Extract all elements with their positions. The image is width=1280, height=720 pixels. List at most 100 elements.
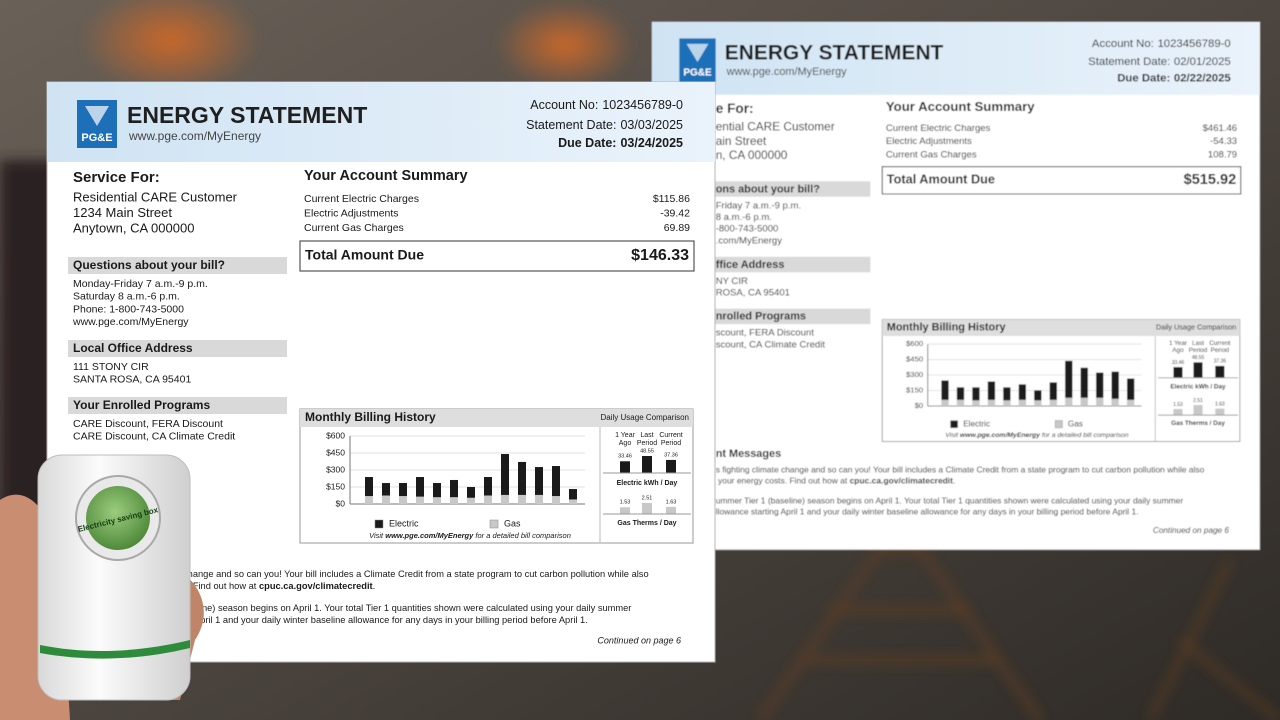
text-segment: change and so can you! Your bill include…	[183, 569, 649, 579]
text-segment: .	[373, 581, 376, 591]
chart-title: Monthly Billing History	[887, 322, 1006, 334]
daily-title: Daily Usage Comparison	[1156, 323, 1236, 332]
daily-value: 2.51	[1193, 398, 1203, 404]
bar-gas	[1049, 399, 1057, 407]
bar-gas	[1111, 398, 1119, 407]
section-line: Monday-Friday 7 a.m.-9 p.m.	[73, 278, 208, 290]
text-segment: s fighting climate change and so can you…	[716, 465, 1205, 475]
text-segment: llowance starting April 1 and your daily…	[716, 507, 1139, 517]
bar-electric	[399, 483, 407, 497]
section-line: ROSA, CA 95401	[716, 288, 790, 299]
bar-gas	[467, 497, 475, 504]
bar-gas	[1080, 397, 1088, 407]
summary-value: $115.86	[653, 193, 690, 205]
daily-bar	[1193, 362, 1203, 378]
field-value: 02/22/2025	[1174, 72, 1231, 84]
text-segment: www.pge.com/MyEnergy	[960, 432, 1041, 439]
daily-value: 33.46	[1172, 360, 1185, 366]
daily-value: 1.53	[620, 500, 631, 506]
legend-swatch	[1054, 420, 1063, 429]
legend-label: Electric	[389, 518, 419, 528]
section-bar	[671, 308, 871, 325]
bar-electric	[535, 467, 543, 495]
section-bar	[68, 340, 287, 357]
field-value: 1023456789-0	[602, 98, 683, 112]
bar-gas	[972, 400, 980, 407]
bar-gas	[484, 495, 492, 504]
service-line: ain Street	[716, 134, 767, 148]
text-segment: s. Find out how at	[183, 581, 259, 591]
section-heading: nrolled Programs	[716, 311, 806, 323]
legend-swatch	[950, 420, 958, 429]
section-bar	[671, 181, 871, 197]
field-label: Statement Date:	[526, 118, 616, 132]
summary-label: Electric Adjustments	[886, 136, 972, 147]
daily-label: Electric kWh / Day	[617, 480, 678, 487]
bar-electric	[1111, 371, 1119, 399]
section-heading: Your Enrolled Programs	[73, 398, 210, 412]
daily-bar	[1215, 408, 1225, 416]
chart-title: Monthly Billing History	[305, 410, 436, 424]
section-line: CARE Discount, FERA Discount	[73, 418, 223, 430]
continued: Continued on page 6	[597, 635, 681, 645]
header-band	[652, 22, 1260, 95]
chart-header	[882, 319, 1240, 336]
period-label: Last	[640, 432, 653, 439]
text-segment: for a detailed bill comparison	[1040, 432, 1129, 439]
bar-gas	[501, 494, 509, 504]
daily-label: Gas Therms / Day	[617, 520, 676, 527]
legend-label: Gas	[1068, 419, 1083, 428]
field-label: Statement Date:	[1088, 56, 1170, 68]
daily-label: Gas Therms / Day	[1171, 420, 1225, 427]
chart-header	[300, 409, 693, 427]
bar-gas	[1096, 397, 1104, 407]
back-statement: PG&E ENERGY STATEMENT www.pge.com/MyEnergy…	[651, 21, 1261, 551]
bar-gas	[1127, 399, 1135, 407]
device-stripe	[40, 640, 190, 659]
period-label: Current	[1209, 340, 1230, 347]
summary-value: 108.79	[1208, 149, 1237, 160]
summary-label: Current Electric Charges	[304, 193, 419, 205]
daily-bar	[666, 459, 676, 473]
section-line: www.pge.com/MyEnergy	[72, 316, 189, 328]
section-line: SANTA ROSA, CA 95401	[73, 374, 191, 386]
bar-gas	[365, 496, 373, 504]
bar-electric	[552, 466, 560, 497]
bar-electric	[956, 387, 965, 400]
daily-bar	[1193, 405, 1203, 416]
bar-gas	[987, 399, 996, 407]
period-label: Period	[637, 440, 657, 447]
total-box	[881, 166, 1242, 195]
total-label: Total Amount Due	[887, 172, 995, 187]
y-tick-label: $450	[906, 355, 923, 364]
total-value: $515.92	[1184, 172, 1237, 188]
legend-swatch	[374, 519, 384, 529]
y-tick-label: $150	[326, 481, 345, 491]
daily-bar	[620, 461, 630, 473]
device: Electricity saving box	[0, 454, 204, 720]
message-line: seline) season begins on April 1. Your t…	[188, 603, 631, 613]
field-value: 02/01/2025	[1174, 56, 1231, 68]
text-segment: www.pge.com/MyEnergy	[385, 531, 474, 540]
daily-value: 33.46	[618, 454, 632, 460]
chart-box	[299, 408, 694, 544]
daily-value: 1.63	[666, 499, 677, 505]
section-heading: Service For:	[73, 169, 160, 186]
bar-gas	[1003, 400, 1011, 407]
header-field: Due Date: 02/22/2025	[1117, 72, 1231, 84]
total-value: $146.33	[631, 247, 689, 264]
bar-electric	[501, 454, 509, 495]
header-field: Due Date: 03/24/2025	[558, 136, 683, 150]
summary-label: Current Gas Charges	[304, 222, 404, 234]
bar-electric	[450, 479, 458, 498]
daily-value: 48.55	[1192, 355, 1205, 361]
bar-electric	[433, 483, 441, 498]
bar-gas	[1034, 400, 1042, 407]
period-label: Ago	[1172, 347, 1184, 354]
messages-heading: nt Messages	[716, 448, 781, 460]
bar-electric	[1003, 387, 1011, 401]
bar-electric	[365, 477, 373, 497]
bar-gas	[382, 495, 390, 504]
service-line: 1234 Main Street	[73, 205, 172, 220]
